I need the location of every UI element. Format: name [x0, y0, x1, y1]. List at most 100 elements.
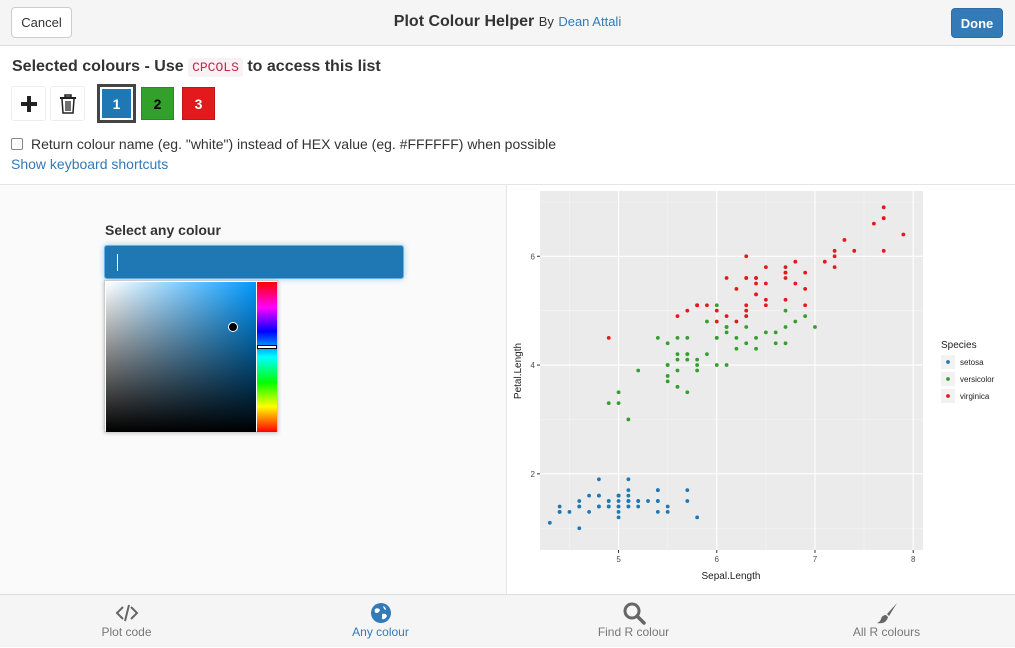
point-versicolor	[763, 330, 768, 335]
point-virginica	[822, 259, 827, 264]
selected-colours-heading: Selected colours - Use CPCOLS to access …	[12, 58, 381, 77]
point-setosa	[587, 510, 592, 514]
point-versicolor	[616, 390, 621, 395]
page-title: Plot Colour Helper By Dean Attali	[0, 13, 1015, 31]
point-versicolor	[803, 314, 808, 319]
point-setosa	[597, 493, 601, 498]
point-versicolor	[695, 357, 700, 362]
delete-colour-button[interactable]	[50, 86, 85, 121]
point-virginica	[881, 205, 886, 210]
point-virginica	[744, 254, 749, 259]
point-setosa	[626, 493, 631, 498]
point-virginica	[734, 319, 739, 324]
x-tick-label: 8	[911, 555, 916, 564]
major-gridlines	[540, 191, 923, 550]
point-versicolor	[773, 330, 778, 335]
point-versicolor	[665, 341, 670, 346]
point-setosa	[655, 510, 660, 514]
point-versicolor	[675, 384, 680, 389]
point-virginica	[714, 319, 719, 324]
point-versicolor	[724, 325, 729, 329]
point-setosa	[646, 499, 650, 503]
point-virginica	[754, 281, 758, 286]
point-setosa	[665, 504, 670, 509]
trash-icon	[59, 93, 76, 114]
keyboard-shortcuts-link[interactable]: Show keyboard shortcuts	[11, 156, 169, 172]
point-setosa	[557, 510, 562, 514]
point-virginica	[744, 314, 749, 319]
saturation-value-area[interactable]	[106, 282, 256, 432]
point-versicolor	[705, 352, 709, 357]
code-icon	[115, 604, 138, 622]
swatch-label: 1	[112, 95, 121, 112]
point-setosa	[685, 499, 690, 503]
point-virginica	[783, 276, 788, 280]
colour-swatch-2[interactable]: 2	[141, 87, 174, 120]
cancel-button[interactable]: Cancel	[11, 7, 72, 38]
point-setosa	[616, 493, 621, 498]
return-name-option[interactable]: Return colour name (eg. "white") instead…	[11, 136, 556, 152]
point-virginica	[871, 221, 876, 226]
point-versicolor	[655, 335, 660, 340]
point-setosa	[577, 499, 582, 503]
paintbrush-icon	[876, 603, 897, 624]
section-divider	[0, 184, 1015, 185]
point-versicolor	[783, 325, 788, 329]
point-virginica	[724, 314, 729, 319]
point-setosa	[626, 488, 631, 493]
point-virginica	[705, 303, 709, 308]
point-setosa	[567, 510, 572, 514]
tab-plot-code[interactable]: Plot code	[0, 595, 253, 648]
legend-key-versicolor	[946, 377, 950, 381]
point-setosa	[655, 488, 660, 493]
colour-swatch-1[interactable]: 1	[97, 84, 136, 123]
point-virginica	[685, 308, 690, 313]
point-versicolor	[714, 303, 719, 308]
point-virginica	[783, 270, 788, 275]
point-virginica	[832, 265, 837, 270]
legend-label-setosa: setosa	[960, 358, 984, 367]
data-points	[547, 205, 906, 531]
hue-slider[interactable]	[257, 282, 277, 432]
add-colour-button[interactable]	[11, 86, 46, 121]
legend-label-versicolor: versicolor	[960, 375, 995, 384]
point-versicolor	[665, 379, 670, 384]
point-setosa	[616, 515, 621, 520]
point-versicolor	[813, 325, 817, 329]
point-setosa	[606, 499, 611, 503]
point-setosa	[626, 504, 631, 509]
tab-all-r-colours-label: All R colours	[852, 625, 921, 639]
cpcols-code: CPCOLS	[188, 58, 243, 77]
point-setosa	[616, 504, 621, 509]
point-versicolor	[793, 319, 798, 324]
hue-handle[interactable]	[257, 345, 277, 349]
point-versicolor	[783, 341, 788, 346]
point-virginica	[803, 270, 808, 275]
colour-input[interactable]	[104, 245, 404, 279]
point-setosa	[685, 488, 690, 493]
point-virginica	[754, 276, 758, 280]
point-setosa	[626, 499, 631, 503]
app-title: Plot Colour Helper	[393, 13, 535, 30]
point-setosa	[636, 499, 641, 503]
point-setosa	[695, 515, 700, 520]
point-versicolor	[675, 335, 680, 340]
saturation-handle[interactable]	[228, 322, 238, 332]
tab-all-r-colours[interactable]: All R colours	[760, 595, 1013, 648]
tab-find-r-colour[interactable]: Find R colour	[507, 595, 760, 648]
point-setosa	[655, 499, 660, 503]
point-setosa	[547, 520, 552, 525]
point-setosa	[577, 504, 582, 509]
colour-swatch-3[interactable]: 3	[182, 87, 215, 120]
return-name-checkbox[interactable]	[11, 138, 23, 150]
bottom-tab-bar: Plot code Any colour Find R colour All R…	[0, 594, 1015, 647]
done-button[interactable]: Done	[951, 8, 1003, 38]
scatter-plot: 5 6 7 8 2 4 6 Sepal.Length Petal.Length Speci…	[507, 185, 1015, 594]
point-versicolor	[724, 363, 729, 367]
heading-text-pre: Selected colours - Use	[12, 58, 184, 75]
tab-any-colour[interactable]: Any colour	[254, 595, 507, 648]
point-setosa	[616, 510, 621, 514]
point-virginica	[763, 265, 768, 270]
author-link[interactable]: Dean Attali	[558, 14, 622, 29]
point-virginica	[803, 287, 808, 291]
